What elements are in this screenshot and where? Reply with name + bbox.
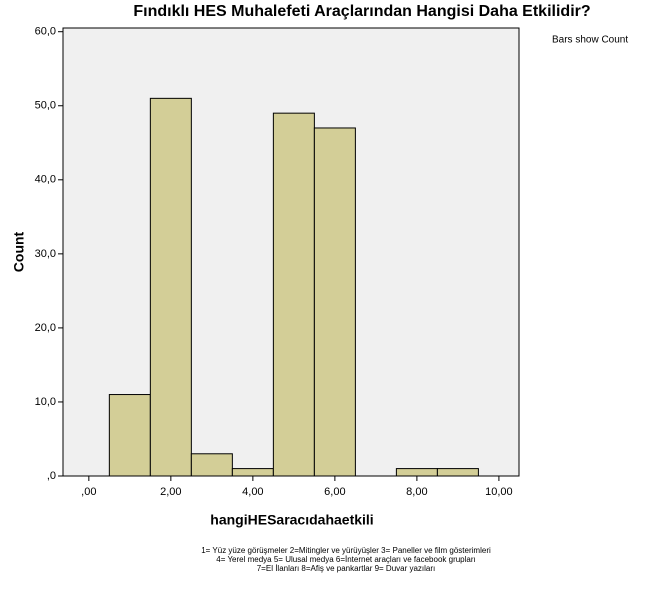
legend-note: Bars show Count <box>552 35 628 46</box>
y-tick-label: 10,0 <box>35 396 56 408</box>
y-tick-label: 40,0 <box>35 174 56 186</box>
x-axis-label: hangiHESaracıdahaetkili <box>210 512 373 528</box>
bar <box>313 127 356 477</box>
bar <box>272 112 315 477</box>
bar <box>231 468 274 477</box>
y-tick-label: 20,0 <box>35 322 56 334</box>
bar <box>149 97 192 477</box>
bar <box>190 453 233 477</box>
x-tick-label: 6,00 <box>324 486 345 498</box>
bar <box>108 394 151 477</box>
y-tick-label: ,0 <box>47 470 56 482</box>
chart-title: Fındıklı HES Muhalefeti Araçlarından Han… <box>133 3 590 20</box>
y-tick-label: 30,0 <box>35 248 56 260</box>
x-tick-label: 8,00 <box>406 486 427 498</box>
x-tick-label: 2,00 <box>160 486 181 498</box>
x-tick-label: 10,00 <box>485 486 513 498</box>
footnote: 7=El İlanları 8=Afiş ve pankartlar 9= Du… <box>257 564 436 573</box>
y-tick-label: 60,0 <box>35 26 56 38</box>
bar <box>436 468 479 477</box>
y-axis-label: Count <box>11 231 27 272</box>
plot-border <box>62 27 520 477</box>
footnote: 1= Yüz yüze görüşmeler 2=Mitingler ve yü… <box>201 546 491 555</box>
y-tick-label: 50,0 <box>35 100 56 112</box>
bar <box>395 468 438 477</box>
x-tick-label: ,00 <box>81 486 96 498</box>
footnote: 4= Yerel medya 5= Ulusal medya 6=İnterne… <box>216 555 476 564</box>
x-tick-label: 4,00 <box>242 486 263 498</box>
